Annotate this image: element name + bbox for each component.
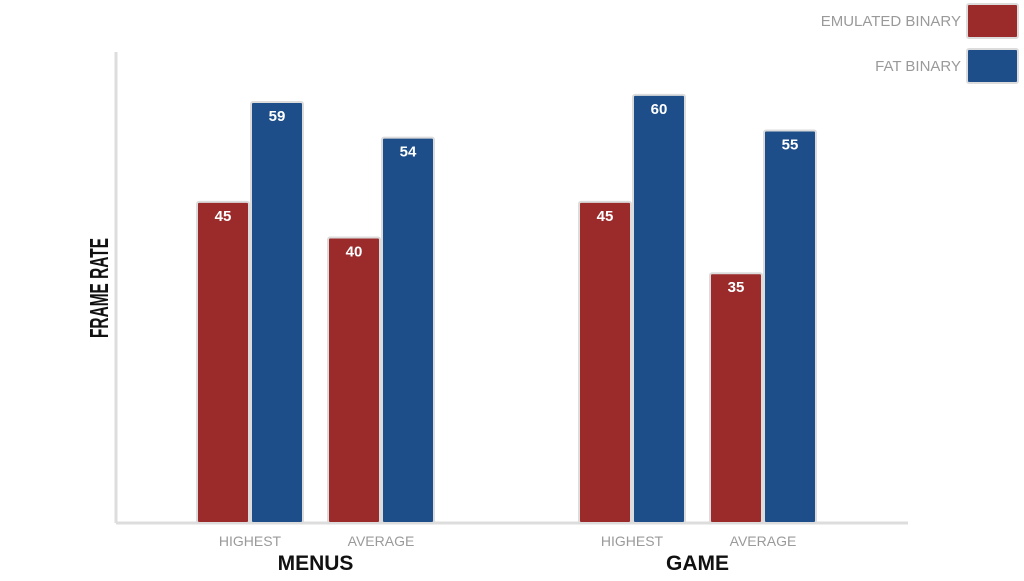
legend-item-emulated-binary[interactable]: EMULATED BINARY	[821, 3, 1019, 39]
legend-label: EMULATED BINARY	[821, 13, 961, 30]
data-label: 45	[215, 208, 232, 225]
x-tick-label: AVERAGE	[348, 533, 415, 549]
bar-emulated-binary-menus-average	[327, 236, 381, 525]
data-label: 45	[597, 208, 614, 225]
x-tick-label: HIGHEST	[219, 533, 282, 549]
legend-swatch	[966, 48, 1019, 84]
group-label-game: GAME	[666, 552, 729, 575]
legend-label: FAT BINARY	[875, 58, 961, 75]
labels: FRAME RATE 45 59 HIGHEST 40 54 AVERAGE MENUS 45 6…	[84, 101, 798, 575]
group-label-menus: MENUS	[278, 552, 354, 575]
bars	[196, 93, 817, 525]
data-label: 60	[651, 101, 668, 118]
bar-emulated-binary-menus-highest	[196, 200, 250, 524]
bar-fat-binary-game-highest	[632, 93, 686, 525]
bar-fat-binary-game-average	[763, 129, 817, 524]
data-label: 40	[346, 244, 363, 261]
legend-swatch	[966, 3, 1019, 39]
x-tick-label: HIGHEST	[601, 533, 664, 549]
legend[interactable]: EMULATED BINARY FAT BINARY	[821, 3, 1019, 84]
data-label: 54	[400, 144, 417, 161]
data-label: 35	[728, 279, 745, 296]
bar-fat-binary-menus-highest	[250, 100, 304, 524]
data-label: 55	[782, 137, 799, 154]
x-tick-label: AVERAGE	[730, 533, 797, 549]
data-label: 59	[269, 108, 286, 125]
legend-item-fat-binary[interactable]: FAT BINARY	[875, 48, 1019, 84]
y-axis-label: FRAME RATE	[84, 238, 114, 338]
bar-emulated-binary-game-highest	[578, 200, 632, 524]
bar-emulated-binary-game-average	[709, 272, 763, 524]
bar-fat-binary-menus-average	[381, 136, 435, 525]
